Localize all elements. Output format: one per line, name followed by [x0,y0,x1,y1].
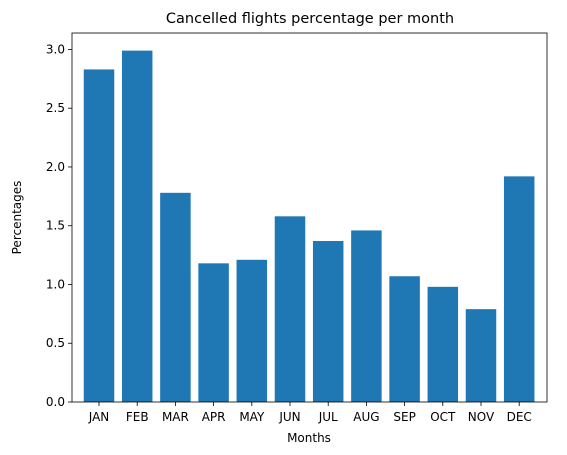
x-tick-label: JAN [88,410,110,424]
x-tick-label: JUN [278,410,300,424]
x-axis-label: Months [287,431,331,445]
y-tick-label: 2.0 [46,160,65,174]
x-tick-label: NOV [468,410,495,424]
y-tick-label: 3.0 [46,42,65,56]
y-tick-label: 0.0 [46,395,65,409]
bar-apr [198,263,229,402]
bar-sep [389,276,420,402]
chart-title: Cancelled flights percentage per month [166,11,454,27]
y-axis-label: Percentages [10,181,24,255]
y-tick-label: 0.5 [46,336,65,350]
bar-dec [503,176,535,402]
bar-aug [351,230,382,402]
y-tick-label: 1.0 [46,277,65,291]
bar-jul [312,241,344,402]
x-tick-label: APR [202,410,226,424]
x-tick-label: AUG [353,410,379,424]
bar-nov [465,309,497,402]
y-tick-label: 1.5 [46,219,65,233]
bar-oct [427,286,459,402]
x-tick-label: SEP [393,410,415,424]
x-tick-label: MAY [239,410,265,424]
bar-jan [83,69,115,403]
y-tick-label: 2.5 [46,101,65,115]
x-tick-label: OCT [430,410,456,424]
bar-may [236,259,268,402]
bar-feb [121,50,153,403]
bars-group [83,50,535,403]
x-tick-label: JUL [318,410,338,424]
x-tick-label: DEC [507,410,532,424]
x-axis-ticks: JAN FEB MAR APR MAY JUN JUL AUG SEP OCT NOV DEC [88,402,532,424]
plot-frame [71,32,548,403]
bar-jun [274,216,306,402]
x-tick-label: MAR [162,410,189,424]
y-axis-ticks: 0.0 0.5 1.0 1.5 2.0 2.5 3.0 [46,42,72,409]
x-tick-label: FEB [126,410,149,424]
bar-mar [160,192,191,402]
